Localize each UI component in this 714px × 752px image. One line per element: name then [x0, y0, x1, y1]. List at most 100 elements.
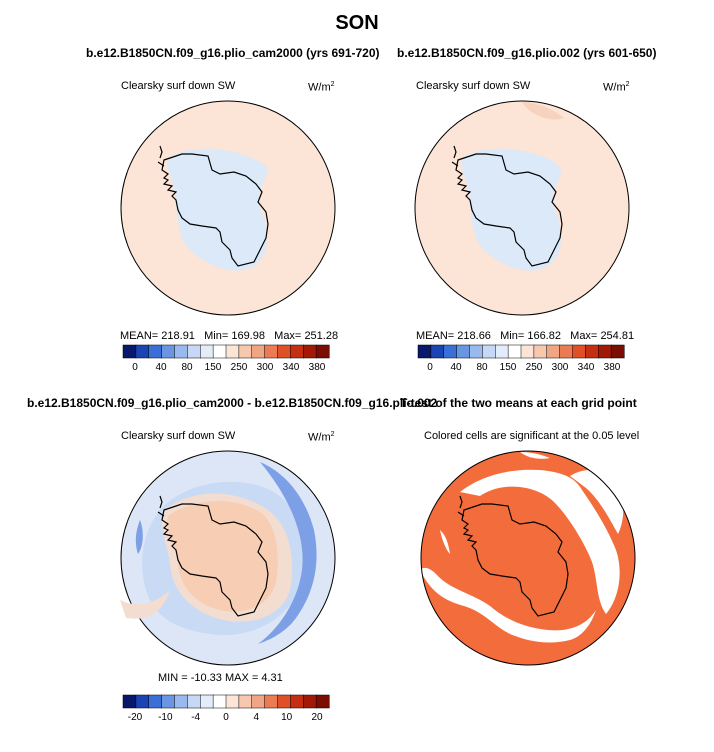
- colorbar-tick-label: 300: [257, 362, 274, 373]
- colorbar-swatch: [174, 344, 188, 359]
- colorbar-top-left: 0 40 80 150 250 300 340 380: [122, 344, 330, 373]
- colorbar-swatch: [303, 344, 317, 359]
- colorbar-swatch: [225, 694, 240, 709]
- variable-label-bottom-left: Clearsky surf down SW: [121, 430, 236, 442]
- colorbar-swatch: [225, 344, 240, 359]
- colorbar-swatch: [187, 344, 201, 359]
- colorbar-tick-label: 10: [281, 712, 293, 723]
- map-border: [420, 450, 636, 666]
- colorbar-swatch: [264, 344, 279, 359]
- colorbar-swatch: [520, 344, 535, 359]
- colorbar-tick-label: 250: [231, 362, 248, 373]
- map-bottom-right: [420, 450, 636, 666]
- map-bottom-left: [120, 450, 336, 666]
- colorbar-tick-label: 20: [311, 712, 323, 723]
- variable-label-top-left: Clearsky surf down SW: [121, 80, 236, 92]
- colorbar-tick-label: 4: [254, 712, 260, 723]
- run-title-top-right: b.e12.B1850CN.f09_g16.plio.002 (yrs 601-…: [397, 46, 657, 60]
- strong-negative-band: [258, 462, 317, 644]
- colorbar-swatch: [417, 344, 432, 359]
- colorbar-swatch: [303, 694, 317, 709]
- colorbar-top-right: 0 40 80 150 250 300 340 380: [417, 344, 625, 373]
- colorbar-swatch: [290, 694, 304, 709]
- stats-top-left: MEAN= 218.91 Min= 169.98 Max= 251.28: [120, 330, 339, 342]
- colorbar-swatch: [161, 694, 176, 709]
- colorbar-swatch: [469, 344, 483, 359]
- colorbar-swatch: [238, 694, 253, 709]
- colorbar-swatch: [200, 344, 214, 359]
- colorbar-swatch: [122, 344, 137, 359]
- colorbar-swatch: [598, 344, 612, 359]
- colorbar-tick-label: 340: [578, 362, 595, 373]
- colorbar-tick-label: 0: [132, 362, 138, 373]
- colorbar-swatch: [251, 344, 266, 359]
- colorbar-swatch: [482, 344, 496, 359]
- colorbar-swatch: [187, 694, 201, 709]
- run-title-top-left: b.e12.B1850CN.f09_g16.plio_cam2000 (yrs …: [86, 46, 380, 60]
- units-top-left: W/m2: [308, 81, 335, 94]
- colorbar-swatch: [277, 694, 291, 709]
- colorbar-tick-label: 40: [450, 362, 462, 373]
- colorbar-tick-label: 0: [223, 712, 229, 723]
- stats-bottom-left: MIN = -10.33 MAX = 4.31: [158, 672, 283, 684]
- colorbar-bottom-left: -20 -10 -4 0 4 10 20: [122, 694, 330, 723]
- colorbar-swatch: [277, 344, 291, 359]
- colorbar-tick-label: 80: [476, 362, 488, 373]
- peninsula-islands: [157, 495, 165, 517]
- colorbar-swatch: [148, 344, 163, 359]
- colorbar-tick-label: 250: [526, 362, 543, 373]
- subtitle-bottom-right: Colored cells are significant at the 0.0…: [424, 430, 640, 442]
- colorbar-tick-label: -4: [191, 712, 200, 723]
- antarctica-coastline: [161, 503, 269, 617]
- colorbar-swatch: [315, 344, 330, 359]
- colorbar-swatch: [212, 694, 227, 709]
- colorbar-swatch: [122, 694, 137, 709]
- colorbar-tick-label: 380: [604, 362, 621, 373]
- colorbar-tick-label: 340: [283, 362, 300, 373]
- colorbar-tick-label: 40: [155, 362, 167, 373]
- colorbar-swatch: [148, 694, 163, 709]
- stats-top-right: MEAN= 218.66 Min= 166.82 Max= 254.81: [416, 330, 635, 342]
- ocean-patch: [522, 102, 564, 120]
- antarctica-coastline: [161, 153, 269, 267]
- map-top-left: [120, 100, 336, 316]
- strong-negative-patch: [135, 520, 143, 554]
- peninsula-islands: [157, 145, 165, 167]
- colorbar-swatch: [559, 344, 574, 359]
- colorbar-swatch: [585, 344, 599, 359]
- colorbar-tick-label: 80: [181, 362, 193, 373]
- colorbar-swatch: [135, 694, 150, 709]
- colorbar-swatch: [456, 344, 471, 359]
- units-top-right: W/m2: [603, 81, 630, 94]
- colorbar-tick-label: -20: [128, 712, 143, 723]
- colorbar-swatch: [238, 344, 253, 359]
- peninsula-islands: [451, 145, 459, 167]
- positive-patch-west: [120, 590, 170, 619]
- antarctica-coastline: [461, 503, 569, 617]
- colorbar-tick-label: 300: [552, 362, 569, 373]
- colorbar-swatch: [546, 344, 561, 359]
- run-title-bottom-right: T-test of the two means at each grid poi…: [400, 396, 637, 410]
- colorbar-swatch: [161, 344, 176, 359]
- interior-region: [460, 148, 562, 271]
- colorbar-tick-label: 150: [205, 362, 222, 373]
- peninsula-islands: [457, 495, 465, 517]
- variable-label-top-right: Clearsky surf down SW: [416, 80, 531, 92]
- colorbar-swatch: [135, 344, 150, 359]
- interior-region: [166, 148, 268, 271]
- colorbar-tick-label: 380: [309, 362, 326, 373]
- colorbar-tick-label: 0: [427, 362, 433, 373]
- colorbar-swatch: [212, 344, 227, 359]
- antarctica-coastline: [455, 153, 563, 267]
- colorbar-swatch: [251, 694, 266, 709]
- colorbar-swatch: [533, 344, 548, 359]
- figure-title: SON: [335, 12, 379, 34]
- colorbar-swatch: [290, 344, 304, 359]
- units-bottom-left: W/m2: [308, 431, 335, 444]
- run-title-bottom-left: b.e12.B1850CN.f09_g16.plio_cam2000 - b.e…: [27, 396, 438, 410]
- map-top-right: [414, 100, 630, 316]
- colorbar-swatch: [443, 344, 458, 359]
- colorbar-swatch: [315, 694, 330, 709]
- colorbar-swatch: [200, 694, 214, 709]
- colorbar-swatch: [430, 344, 445, 359]
